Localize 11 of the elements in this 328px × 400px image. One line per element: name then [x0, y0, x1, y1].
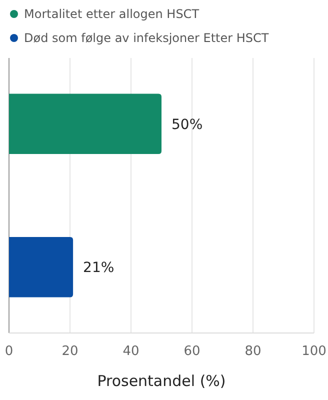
legend-label: Død som følge av infeksjoner Etter HSCT	[24, 31, 270, 46]
data-label: 50%	[172, 116, 203, 133]
x-tick-label: 40	[122, 344, 140, 359]
x-tick-label: 0	[4, 344, 14, 359]
legend-label: Mortalitet etter allogen HSCT	[24, 7, 200, 22]
x-tick-label: 20	[62, 344, 78, 359]
x-axis-title: Prosentandel (%)	[97, 372, 226, 390]
x-tick-label: 60	[184, 344, 200, 359]
x-tick-label: 80	[244, 344, 262, 359]
x-tick-label: 100	[302, 344, 326, 359]
data-label: 21%	[83, 260, 114, 276]
